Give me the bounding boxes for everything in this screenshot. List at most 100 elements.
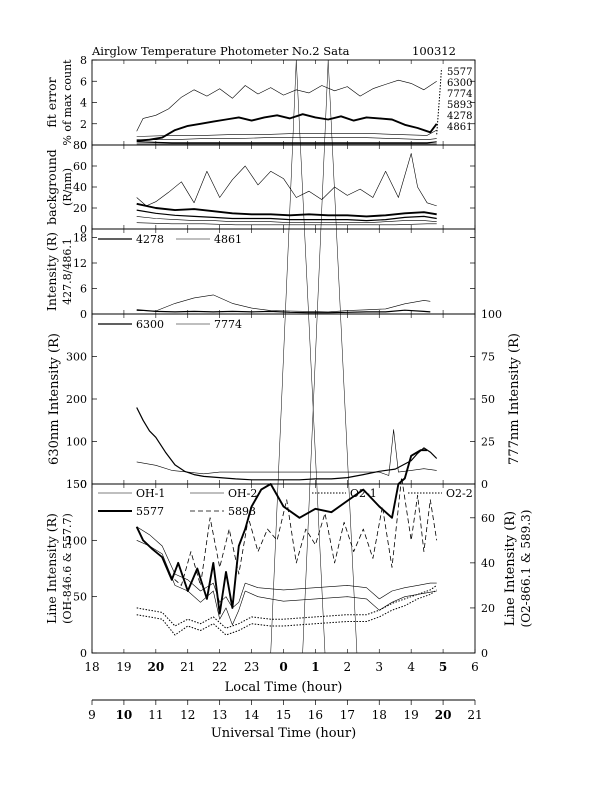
local-time-tick: 4 [407, 660, 415, 674]
ytick-label: 0 [80, 139, 87, 152]
ytick-label: 0 [80, 478, 87, 491]
local-time-tick: 20 [147, 660, 164, 674]
series-line-7774 [136, 429, 437, 476]
universal-time-tick: 9 [88, 708, 96, 722]
universal-time-tick: 17 [340, 708, 355, 722]
ytick-label-right: 60 [481, 512, 495, 525]
local-time-tick: 22 [212, 660, 227, 674]
ytick-label-right: 25 [481, 436, 495, 449]
ytick-label: 8 [80, 54, 87, 67]
local-time-tick: 18 [84, 660, 99, 674]
figure-date-code: 100312 [412, 44, 456, 58]
legend-label: 4278 [136, 233, 164, 246]
universal-time-tick: 12 [180, 708, 195, 722]
series-line-4278 [136, 309, 431, 314]
ytick-label: 12 [73, 257, 87, 270]
ytick-label: 6 [80, 75, 87, 88]
ytick-label: 50 [73, 591, 87, 604]
ytick-label: 300 [66, 351, 87, 364]
series-line-background-trace [136, 216, 437, 223]
legend-label: 7774 [447, 89, 472, 100]
ylabel-line-1: Intensity (R) [44, 232, 59, 311]
local-time-tick: 19 [116, 660, 131, 674]
ytick-label: 18 [73, 232, 87, 245]
ytick-label: 0 [80, 223, 87, 236]
legend-label: 7774 [214, 318, 242, 331]
series-line-O2-2 [136, 584, 437, 629]
series-line-6300 [136, 407, 438, 481]
local-time-tick: 0 [279, 660, 287, 674]
legend-label: 5577 [447, 67, 472, 78]
ylabel-line-1: fit error [44, 77, 59, 127]
local-time-tick: 6 [471, 660, 479, 674]
ytick-label: 0 [80, 647, 87, 660]
universal-time-tick: 10 [116, 708, 133, 722]
ylabel-line-2: (OH-846.6 & 557.7) [61, 513, 74, 624]
local-time-tick: 23 [244, 660, 259, 674]
universal-time-tick: 19 [404, 708, 419, 722]
legend-label: OH-2 [228, 487, 257, 500]
series-line-5577 [135, 449, 428, 615]
series-line-5893 [168, 476, 438, 586]
series-line-background-trace [136, 222, 437, 226]
ytick-label: 20 [73, 202, 87, 215]
series-line-7774 [136, 137, 437, 140]
ytick-label: 100 [66, 534, 87, 547]
figure-title: Airglow Temperature Photometer No.2 Sata [91, 44, 350, 58]
universal-time-tick: 13 [212, 708, 227, 722]
universal-time-tick: 20 [435, 708, 452, 722]
local-time-tick: 5 [439, 660, 447, 674]
ylabel-line-1: Line Intensity (R) [44, 513, 59, 624]
ytick-label: 40 [73, 181, 87, 194]
series-line-OH-2 [136, 526, 437, 609]
local-time-tick: 1 [311, 660, 319, 674]
ytick-label-right: 0 [481, 647, 488, 660]
ytick-label: 80 [73, 139, 87, 152]
ytick-label: 150 [66, 478, 87, 491]
universal-time-tick: 15 [276, 708, 291, 722]
ytick-label-right: 50 [481, 393, 495, 406]
legend-label: 4861 [214, 233, 242, 246]
series-line-4861 [136, 294, 431, 313]
series-line-5893 [136, 79, 437, 132]
ytick-label-right: 100 [481, 308, 502, 321]
legend-label: 5893 [228, 505, 256, 518]
ylabel-line-2: (R/nm) [61, 168, 74, 206]
ytick-label: 200 [66, 393, 87, 406]
legend-label: O2-1 [350, 487, 377, 500]
legend-label: 5893 [447, 100, 472, 111]
series-line-OH-1 [136, 540, 437, 626]
ylabel-line-2: 427.8/486.1 [61, 238, 74, 305]
ytick-label: 100 [66, 436, 87, 449]
universal-time-tick: 14 [244, 708, 260, 722]
legend-label: 4278 [447, 111, 472, 122]
ytick-label-right: 40 [481, 557, 495, 570]
local-time-tick: 2 [344, 660, 352, 674]
legend-label: OH-1 [136, 487, 165, 500]
ylabel-right: 777nm Intensity (R) [507, 333, 522, 465]
ylabel-line-1: background [44, 149, 59, 225]
series-line-background-trace [136, 209, 437, 222]
universal-time-tick: 18 [372, 708, 387, 722]
series-line-background-trace [136, 202, 437, 218]
ytick-label: 60 [73, 160, 87, 173]
series-line-fit-error-trace [436, 68, 442, 135]
universal-time-tick: 11 [148, 708, 163, 722]
ytick-label: 2 [80, 118, 87, 131]
moon-phase-envelope [270, 59, 326, 654]
universal-time-label: Universal Time (hour) [211, 726, 356, 741]
legend-label: 4861 [447, 122, 472, 133]
ytick-label-right: 0 [481, 478, 488, 491]
legend-label: 6300 [136, 318, 164, 331]
series-line-4278 [136, 141, 437, 144]
ytick-label-right: 75 [481, 351, 495, 364]
ytick-label: 6 [80, 283, 87, 296]
panel-frame-fit-error [91, 59, 476, 146]
ytick-label-right: 20 [481, 602, 495, 615]
panel-frame-red-oxygen [91, 313, 476, 485]
series-line-O2-1 [136, 589, 437, 636]
legend-label: O2-2 [446, 487, 473, 500]
ylabel-right-line-1: Line Intensity (R) [503, 511, 518, 626]
